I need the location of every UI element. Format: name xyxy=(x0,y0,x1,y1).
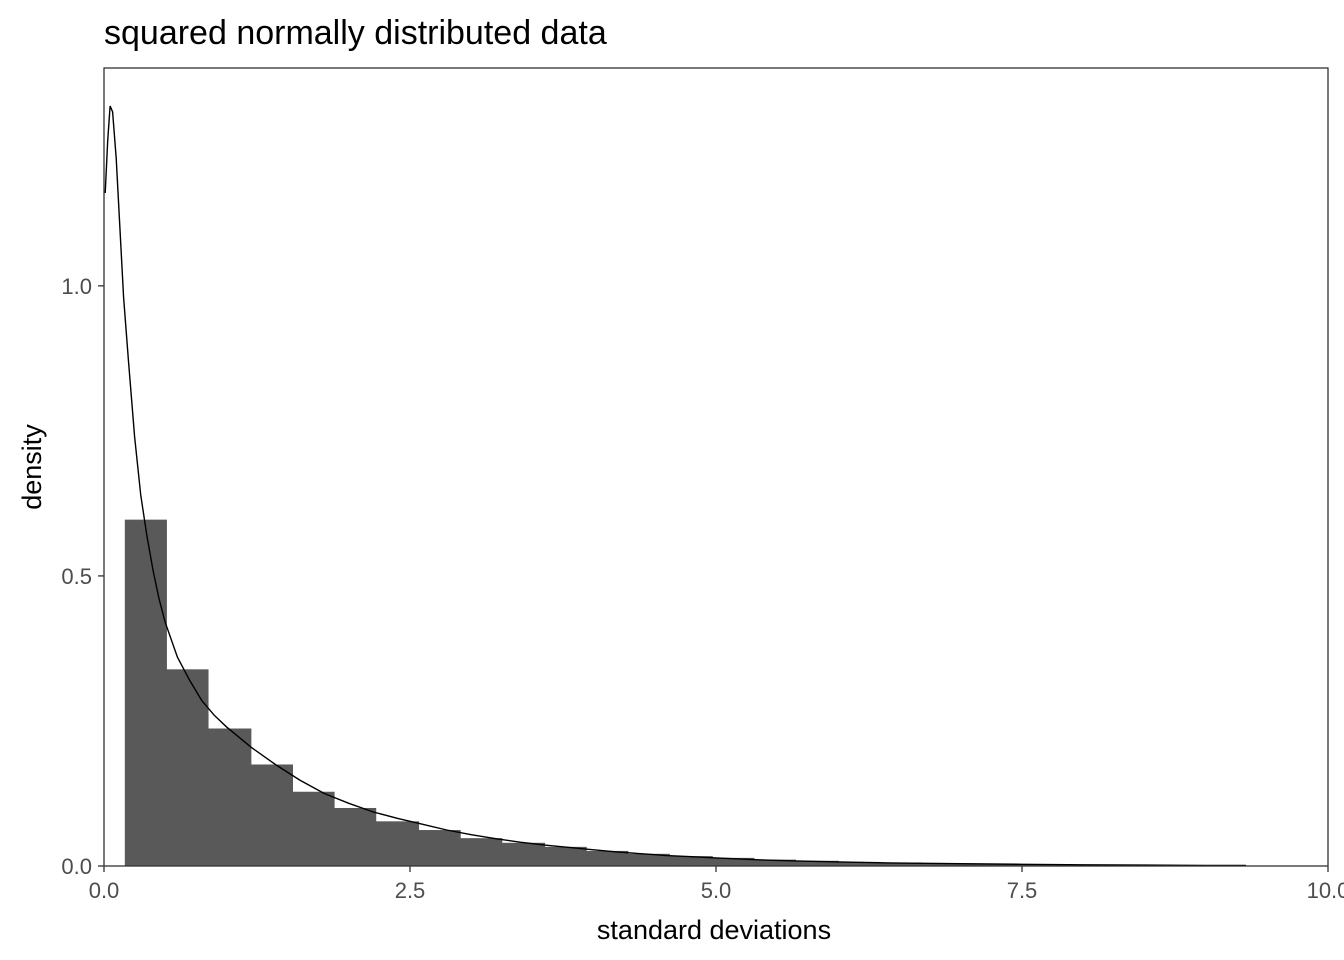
histogram-bar xyxy=(250,764,293,866)
x-tick-label: 0.0 xyxy=(89,878,120,903)
density-curve xyxy=(104,105,1247,867)
histogram-bar xyxy=(460,838,503,866)
y-tick-label: 0.0 xyxy=(61,854,92,879)
histogram-bar xyxy=(334,807,377,866)
histogram-bar xyxy=(963,863,1007,866)
histogram-bar xyxy=(418,830,461,866)
histogram-bar xyxy=(544,846,587,866)
histogram-bar xyxy=(501,842,546,866)
y-tick-label: 1.0 xyxy=(61,274,92,299)
histogram-bar xyxy=(880,862,923,866)
histogram-bar xyxy=(712,857,755,866)
y-tick-label: 0.5 xyxy=(61,564,92,589)
histogram-bars xyxy=(124,519,1247,866)
histogram-bar xyxy=(292,791,335,866)
histogram-bar xyxy=(586,850,629,866)
chart-title: squared normally distributed data xyxy=(104,14,607,52)
histogram-bar xyxy=(669,856,713,866)
x-tick-label: 2.5 xyxy=(395,878,426,903)
x-tick-label: 7.5 xyxy=(1007,878,1038,903)
x-axis-label: standard deviations xyxy=(597,915,831,945)
x-tick-label: 5.0 xyxy=(701,878,732,903)
histogram-bar xyxy=(166,669,209,866)
histogram-bar xyxy=(208,728,252,866)
histogram-bar xyxy=(795,860,839,866)
y-axis: 0.0 0.5 1.0 xyxy=(61,274,104,879)
x-tick-label: 10.0 xyxy=(1307,878,1344,903)
histogram-bar xyxy=(753,859,797,866)
histogram-bar xyxy=(921,863,964,866)
histogram-bar xyxy=(124,519,167,866)
histogram-bar xyxy=(838,861,881,866)
histogram-bar xyxy=(375,821,420,866)
x-axis: 0.0 2.5 5.0 7.5 10.0 xyxy=(89,866,1344,903)
histogram-bar xyxy=(627,853,670,866)
y-axis-label: density xyxy=(17,424,47,510)
histogram-bar xyxy=(1006,864,1049,866)
